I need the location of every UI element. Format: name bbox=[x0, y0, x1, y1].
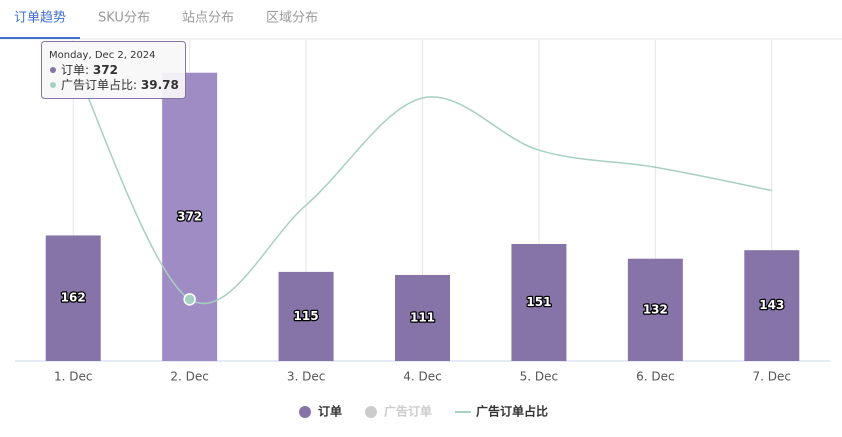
tooltip-row: 订单: 372 bbox=[61, 63, 118, 77]
tooltip-label: 广告订单占比: bbox=[61, 77, 137, 92]
data-label: 132 bbox=[643, 302, 668, 316]
data-label: 111 bbox=[410, 310, 435, 324]
bar bbox=[627, 258, 683, 361]
data-label: 115 bbox=[294, 309, 319, 323]
tooltip-label: 订单: bbox=[61, 63, 89, 77]
tab[interactable]: 区域分布 bbox=[266, 11, 318, 26]
legend-symbol bbox=[365, 406, 377, 418]
legend-label[interactable]: 广告订单 bbox=[384, 404, 432, 419]
bar bbox=[45, 235, 101, 361]
x-tick-label: 6. Dec bbox=[636, 370, 674, 384]
data-label: 372 bbox=[177, 209, 202, 223]
tooltip-title: Monday, Dec 2, 2024 bbox=[49, 50, 156, 61]
x-tick-label: 7. Dec bbox=[753, 370, 791, 384]
hover-point bbox=[183, 293, 196, 306]
x-tick-label: 5. Dec bbox=[520, 370, 558, 384]
tooltip-box bbox=[41, 41, 186, 99]
bar bbox=[162, 72, 218, 361]
legend-symbol bbox=[299, 406, 311, 418]
tooltip-symbol bbox=[50, 82, 56, 88]
tab[interactable]: 订单趋势 bbox=[14, 10, 66, 26]
tab-underline bbox=[0, 37, 80, 39]
bar bbox=[278, 271, 334, 361]
bar bbox=[511, 243, 567, 361]
legend-label[interactable]: 广告订单占比 bbox=[476, 404, 548, 419]
bar bbox=[744, 250, 800, 361]
tab[interactable]: 站点分布 bbox=[182, 11, 234, 26]
tab[interactable]: SKU分布 bbox=[98, 11, 150, 26]
line bbox=[72, 61, 772, 305]
x-tick-label: 2. Dec bbox=[170, 370, 208, 384]
legend-label[interactable]: 订单 bbox=[318, 404, 342, 419]
data-label: 143 bbox=[759, 298, 784, 312]
data-label: 162 bbox=[61, 291, 86, 305]
tooltip-symbol bbox=[50, 67, 56, 73]
tooltip-row: 广告订单占比: 39.78 bbox=[61, 77, 179, 92]
x-tick-label: 4. Dec bbox=[403, 370, 441, 384]
x-tick-label: 3. Dec bbox=[287, 370, 325, 384]
x-tick-label: 1. Dec bbox=[54, 370, 92, 384]
tooltip-value: 372 bbox=[93, 63, 118, 77]
bar bbox=[395, 274, 450, 361]
tooltip-value: 39.78 bbox=[141, 78, 179, 92]
data-label: 151 bbox=[526, 295, 551, 309]
